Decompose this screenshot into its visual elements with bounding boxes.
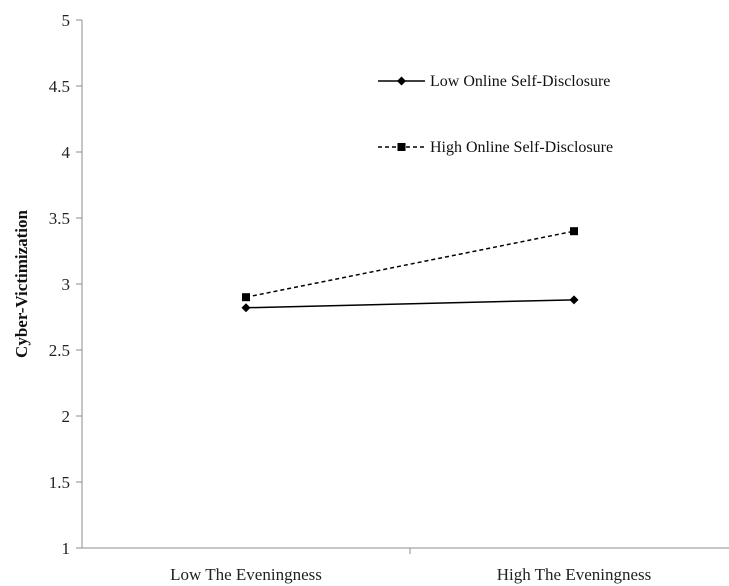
y-tick-label: 3 (62, 275, 71, 294)
series-high-online-self-disclosure (242, 227, 578, 302)
legend-label-high: High Online Self-Disclosure (430, 139, 613, 156)
y-tick-label: 4 (62, 143, 71, 162)
y-tick-label: 1.5 (49, 473, 70, 492)
y-tick-label: 2.5 (49, 341, 70, 360)
x-category-label-low: Low The Eveningness (170, 565, 322, 584)
legend-item-low-online-self-disclosure: Low Online Self-Disclosure (378, 73, 610, 90)
diamond-data-point (569, 295, 579, 305)
y-axis: 1 1.5 2 2.5 3 3.5 4 4.5 5 Cyber-Victimization (12, 11, 83, 558)
square-marker-icon (397, 143, 406, 151)
legend-item-high-online-self-disclosure: High Online Self-Disclosure (378, 139, 613, 156)
y-axis-title: Cyber-Victimization (12, 209, 31, 357)
diamond-marker-icon (397, 76, 406, 86)
y-tick-label: 4.5 (49, 77, 70, 96)
series-low-online-self-disclosure (241, 295, 579, 313)
y-tick-label: 1 (62, 539, 71, 558)
x-axis: Low The Eveningness High The Eveningness (82, 547, 729, 584)
legend: Low Online Self-Disclosure High Online S… (378, 73, 613, 156)
square-data-point (242, 293, 250, 302)
series-line (245, 230, 575, 298)
legend-label-low: Low Online Self-Disclosure (430, 73, 610, 90)
x-category-label-high: High The Eveningness (497, 565, 652, 584)
plot-series (241, 227, 579, 313)
y-tick-label: 2 (62, 407, 71, 426)
y-tick-label: 3.5 (49, 209, 70, 228)
square-data-point (570, 227, 578, 236)
diamond-data-point (241, 303, 251, 313)
y-tick-label: 5 (62, 11, 71, 30)
series-line (245, 299, 575, 309)
y-ticks: 1 1.5 2 2.5 3 3.5 4 4.5 5 (49, 11, 82, 558)
